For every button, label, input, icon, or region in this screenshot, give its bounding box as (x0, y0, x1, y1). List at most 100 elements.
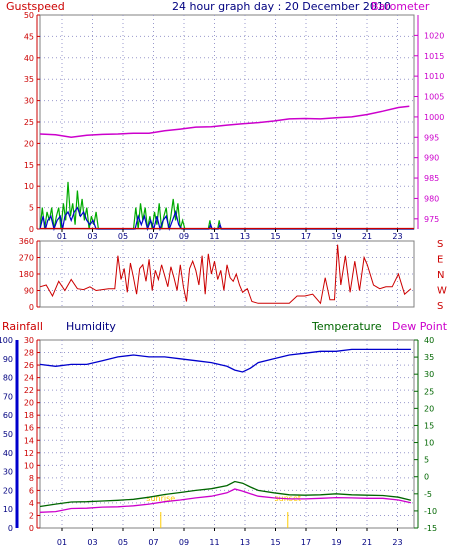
bottom-grid (40, 340, 414, 528)
tick-label: 22 (24, 386, 34, 395)
tick-label: 1015 (424, 52, 444, 61)
compass-label: N (437, 270, 444, 281)
dewpoint-label: Dew Point (392, 320, 448, 333)
tick-label: 25 (424, 387, 434, 396)
tick-label: 80 (3, 374, 13, 383)
wind-direction-left-axis: 0 90 180 270 360 (19, 237, 40, 312)
top-left-axis: 0 5 10 15 20 25 30 35 40 45 50 (24, 11, 40, 234)
x-tick-label: 01 (57, 538, 67, 547)
tick-label: 10 (3, 505, 13, 514)
tick-label: -15 (424, 524, 437, 533)
tick-label: 20 (3, 486, 13, 495)
x-tick-label: 19 (331, 232, 341, 241)
tick-label: 30 (3, 468, 13, 477)
tick-label: 25 (24, 118, 34, 127)
tick-label: 30 (24, 97, 34, 106)
top-x-axis: 01 03 05 07 09 11 13 15 17 19 21 23 (57, 229, 403, 241)
series-gustspeed (39, 181, 414, 230)
tick-label: 16 (24, 424, 34, 433)
tick-label: 0 (8, 524, 13, 533)
tick-label: 90 (24, 287, 34, 296)
x-tick-label: 13 (240, 232, 250, 241)
bottom-plot-frame (39, 339, 415, 529)
tick-label: 8 (29, 474, 34, 483)
tick-label: 100 (0, 336, 13, 345)
x-tick-label: 07 (148, 538, 158, 547)
tick-label: 20 (24, 399, 34, 408)
tick-label: 15 (424, 421, 434, 430)
tick-label: 26 (24, 361, 34, 370)
x-tick-label: 21 (362, 538, 372, 547)
x-tick-label: 07 (148, 232, 158, 241)
tick-label: 0 (29, 303, 34, 312)
temperature-axis: -15 -10 -5 0 5 10 15 20 25 30 35 40 (414, 336, 437, 533)
tick-label: 30 (424, 370, 434, 379)
tick-label: 40 (24, 54, 34, 63)
x-tick-label: 17 (301, 232, 311, 241)
tick-label: 10 (424, 439, 434, 448)
tick-label: 995 (424, 133, 439, 142)
tick-label: 1010 (424, 72, 444, 81)
x-tick-label: 05 (118, 538, 128, 547)
top-grid (40, 15, 414, 229)
x-tick-label: 23 (392, 232, 402, 241)
gustspeed-label: Gustspeed (6, 0, 65, 13)
tick-label: 2 (29, 511, 34, 520)
tick-label: 980 (424, 194, 439, 203)
compass-label: E (437, 255, 443, 266)
tick-label: 10 (24, 461, 34, 470)
tick-label: 1020 (424, 31, 444, 40)
tick-label: 35 (424, 353, 434, 362)
x-tick-label: 17 (301, 538, 311, 547)
x-tick-label: 09 (179, 538, 189, 547)
x-tick-label: 19 (331, 538, 341, 547)
tick-label: 10 (24, 182, 34, 191)
tick-label: 0 (29, 225, 34, 234)
x-tick-label: 21 (362, 232, 372, 241)
tick-label: 0 (29, 524, 34, 533)
x-tick-label: 01 (57, 232, 67, 241)
tick-label: 5 (29, 204, 34, 213)
tick-label: 1005 (424, 93, 444, 102)
tick-label: 1000 (424, 113, 444, 122)
tick-label: 270 (19, 254, 34, 263)
tick-label: 40 (424, 336, 434, 345)
series-wind-direction (39, 244, 412, 305)
x-tick-label: 23 (392, 538, 402, 547)
tick-label: 60 (3, 411, 13, 420)
series-barometer (39, 105, 410, 139)
top-right-axis: 975 980 985 990 995 1000 1005 1010 1015 1020 (414, 31, 444, 224)
x-tick-label: 03 (87, 232, 97, 241)
compass-label: S (437, 239, 443, 250)
x-tick-label: 15 (270, 538, 280, 547)
tick-label: -10 (424, 507, 437, 516)
x-tick-label: 13 (240, 538, 250, 547)
series-wind-speed (39, 206, 414, 232)
temperature-label: Temperature (311, 320, 382, 333)
series-dew-point (39, 488, 412, 513)
tick-label: 14 (24, 436, 34, 445)
tick-label: 990 (424, 154, 439, 163)
wind-direction-series (39, 244, 412, 305)
tick-label: 180 (19, 270, 34, 279)
wind-direction-grid (40, 241, 414, 307)
humidity-label: Humidity (66, 320, 116, 333)
humidity-axis: 0 10 20 30 40 50 60 70 80 90 100 (0, 336, 13, 533)
tick-label: 28 (24, 349, 34, 358)
compass-label: S (437, 301, 443, 312)
tick-label: 985 (424, 174, 439, 183)
tick-label: 12 (24, 449, 34, 458)
x-tick-label: 03 (87, 538, 97, 547)
x-tick-label: 09 (179, 232, 189, 241)
tick-label: 5 (424, 456, 429, 465)
compass-label: W (437, 286, 447, 297)
barometer-label: Barometer (371, 0, 430, 13)
tick-label: 975 (424, 215, 439, 224)
tick-label: 45 (24, 32, 34, 41)
x-tick-label: 11 (209, 538, 219, 547)
tick-label: -5 (424, 490, 432, 499)
bottom-x-axis: 01 03 05 07 09 11 13 15 17 19 21 23 (57, 528, 403, 547)
tick-label: 50 (24, 11, 34, 20)
